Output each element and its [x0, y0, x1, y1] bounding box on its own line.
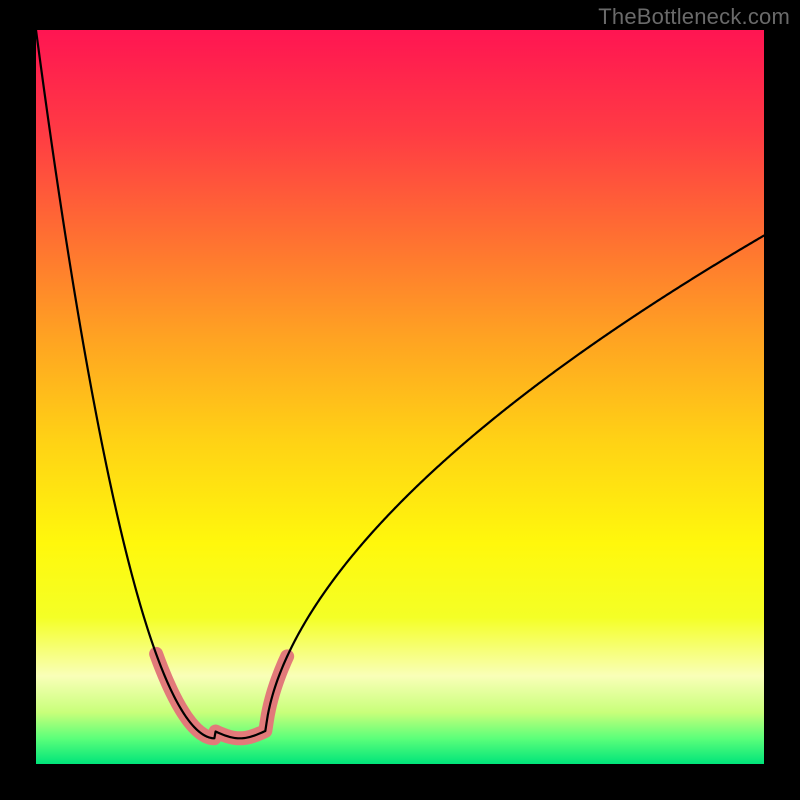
bottleneck-chart: [0, 0, 800, 800]
watermark-text: TheBottleneck.com: [598, 4, 790, 30]
gradient-background: [36, 30, 764, 764]
